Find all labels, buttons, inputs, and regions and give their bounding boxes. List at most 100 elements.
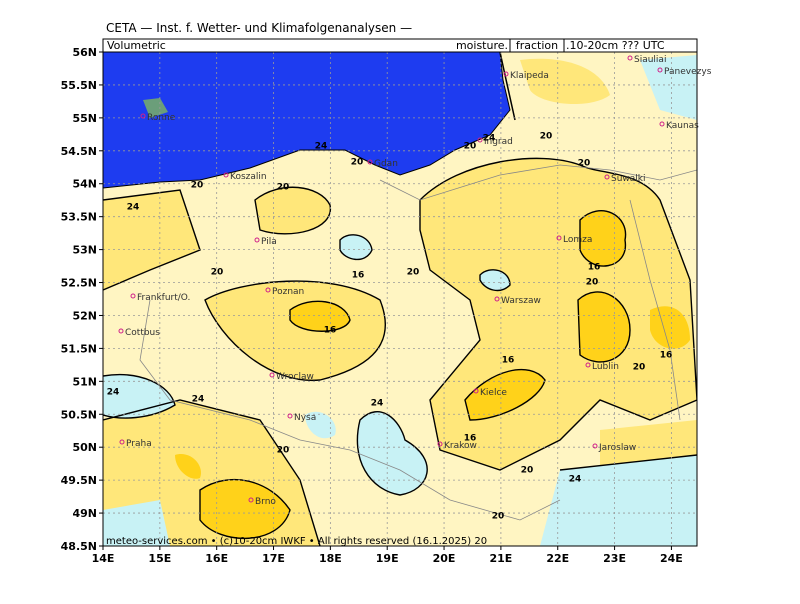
contour-label: 20 [464, 142, 477, 152]
city-marker [473, 388, 479, 394]
city-marker [604, 174, 610, 180]
header-title: CETA — Inst. f. Wetter- und Klimafolgena… [106, 21, 412, 35]
contour-label: 20 [578, 159, 591, 169]
x-tick-label: 24E [660, 552, 683, 565]
y-tick-label: 51N [72, 375, 97, 388]
city-marker [269, 372, 275, 378]
header-left: Volumetric [107, 39, 166, 52]
city-marker [494, 296, 500, 302]
city-label: Brno [255, 497, 276, 507]
city-label: Frankfurt/O. [137, 293, 190, 303]
contour-label: 24 [315, 142, 328, 152]
x-tick-label: 18E [319, 552, 342, 565]
city-marker [130, 293, 136, 299]
city-marker [556, 235, 562, 241]
city-label: Jaroslaw [598, 443, 636, 453]
city-marker [503, 71, 509, 77]
header-right: .10-20cm ??? UTC [566, 39, 665, 52]
contour-label: 20 [211, 268, 224, 278]
contour-label: 20 [521, 466, 534, 476]
city-marker [118, 328, 124, 334]
city-marker [254, 237, 260, 243]
city-label: Ronne [147, 113, 176, 123]
contour-label: 20 [540, 132, 553, 142]
city-marker [585, 362, 591, 368]
city-marker [477, 137, 483, 143]
y-tick-label: 52.5N [61, 277, 97, 290]
city-label: Lublin [592, 362, 619, 372]
contour-labels: 24 20 24 20 24 20 20 20 16 20 20 16 16 20 16 16 24 20 16 24… [107, 132, 673, 522]
contour-label: 16 [660, 351, 673, 361]
city-label: Praha [126, 439, 152, 449]
contour-label: 16 [324, 326, 337, 336]
x-tick-label: 15E [148, 552, 171, 565]
city-label: Pila [261, 237, 277, 247]
city-label: Wroclaw [276, 372, 314, 382]
contour-label: 24 [569, 475, 582, 485]
cities: Ronne Koszalin Pila Poznan Frankfurt/O. Cottb… [118, 55, 712, 507]
y-tick-label: 48.5N [61, 540, 97, 553]
city-label: Krakow [444, 441, 477, 451]
y-tick-label: 49N [72, 507, 97, 520]
x-tick-label: 17E [262, 552, 285, 565]
x-tick-label: 22E [546, 552, 569, 565]
contour-label: 24 [371, 399, 384, 409]
y-tick-label: 56N [72, 46, 97, 59]
y-tick-label: 54N [72, 178, 97, 191]
city-label: Nysa [294, 413, 316, 423]
contour-label: 24 [192, 395, 205, 405]
y-tick-label: 50N [72, 441, 97, 454]
city-label: Lomza [563, 235, 592, 245]
contour-label: 16 [502, 356, 515, 366]
contour-label: 20 [351, 158, 364, 168]
city-label: Kielce [480, 388, 507, 398]
city-label: Suwalki [611, 174, 646, 184]
header-right: moisture. [456, 39, 508, 52]
city-label: Siauliai [634, 55, 666, 65]
city-marker [592, 443, 598, 449]
contour-label: 20 [277, 183, 290, 193]
y-tick-label: 50.5N [61, 408, 97, 421]
y-tick-label: 52N [72, 309, 97, 322]
city-marker [627, 55, 633, 61]
city-marker [140, 113, 146, 119]
x-tick-label: 20E [433, 552, 456, 565]
city-marker [367, 159, 373, 165]
contour-label: 16 [464, 434, 477, 444]
city-marker [659, 121, 665, 127]
x-tick-label: 14E [92, 552, 115, 565]
contour-label: 20 [586, 278, 599, 288]
axes: 14E 15E 16E 17E 18E 19E 20E 21E 22E 23E 24E 56N 55.5… [61, 46, 697, 565]
contour-label: 24 [107, 388, 120, 398]
x-tick-label: 23E [603, 552, 626, 565]
city-marker [223, 172, 229, 178]
contour-label: 20 [407, 268, 420, 278]
y-tick-label: 51.5N [61, 342, 97, 355]
contour-label: 20 [277, 446, 290, 456]
y-tick-label: 49.5N [61, 474, 97, 487]
x-tick-label: 19E [376, 552, 399, 565]
y-tick-label: 55N [72, 112, 97, 125]
city-label: Poznan [272, 287, 304, 297]
contour-label: 16 [352, 271, 365, 281]
x-tick-label: 16E [205, 552, 228, 565]
contour-label: 24 [483, 134, 496, 144]
contour-label: 24 [127, 203, 140, 213]
city-label: Klaipeda [510, 71, 549, 81]
city-label: Kaunas [666, 121, 699, 131]
header-box [509, 38, 565, 53]
x-tick-label: 21E [489, 552, 512, 565]
city-label: Gdan [374, 159, 398, 169]
header-right: fraction [516, 39, 558, 52]
y-tick-label: 55.5N [61, 79, 97, 92]
city-label: Warszaw [501, 296, 541, 306]
contour-label: 20 [492, 512, 505, 522]
city-marker [287, 413, 293, 419]
city-label: Koszalin [230, 172, 267, 182]
contour-label: 20 [191, 181, 204, 191]
city-marker [265, 287, 271, 293]
city-marker [248, 497, 254, 503]
city-label: Panevezys [664, 67, 712, 77]
city-marker [657, 67, 663, 73]
